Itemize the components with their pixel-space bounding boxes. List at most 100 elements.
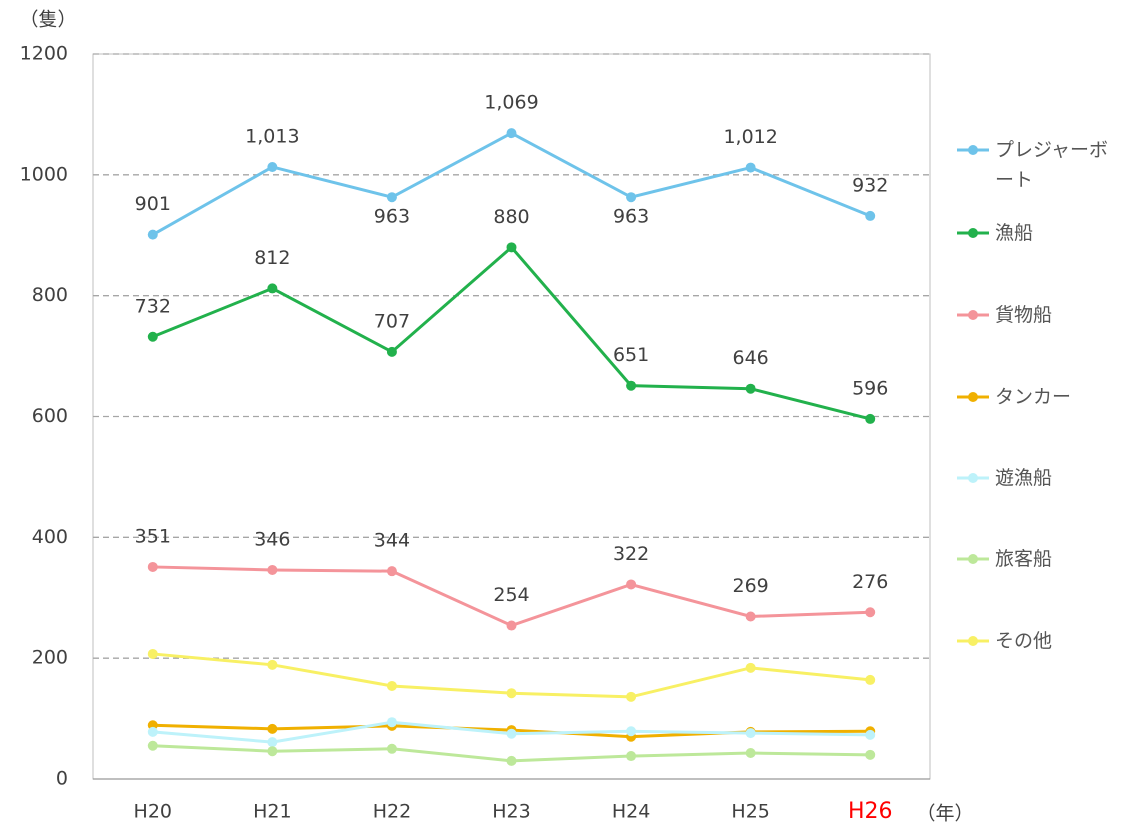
data-label: 322 <box>613 543 649 565</box>
data-point <box>865 607 876 618</box>
data-label: 351 <box>135 525 171 547</box>
legend-key <box>957 228 989 238</box>
data-point <box>147 740 158 751</box>
data-point <box>386 566 397 577</box>
legend-dot <box>968 636 978 646</box>
legend-dot <box>968 310 978 320</box>
data-label: 812 <box>254 247 290 269</box>
legend-item: 貨物船 <box>955 300 1126 330</box>
data-label: 254 <box>493 584 529 606</box>
x-tick-label: H21 <box>253 801 291 823</box>
data-point <box>865 210 876 221</box>
legend-key <box>957 145 989 155</box>
y-tick-label: 1200 <box>20 43 68 65</box>
legend-item: 旅客船 <box>955 544 1126 574</box>
data-label: 732 <box>135 295 171 317</box>
data-label: 1,012 <box>723 126 777 148</box>
data-label: 1,013 <box>245 125 299 147</box>
legend-label: タンカー <box>995 386 1072 408</box>
data-point <box>267 723 278 734</box>
data-point <box>267 737 278 748</box>
data-point <box>147 726 158 737</box>
data-point <box>506 688 517 699</box>
data-label: 346 <box>254 528 290 550</box>
data-label: 1,069 <box>484 92 538 114</box>
data-point <box>745 748 756 759</box>
data-point <box>506 128 517 139</box>
data-point <box>386 717 397 728</box>
legend-item: プレジャーボート <box>955 135 1126 195</box>
legend-label: 貨物船 <box>995 304 1053 326</box>
data-label: 963 <box>374 206 410 228</box>
legend-label: その他 <box>995 630 1053 652</box>
series-line <box>152 245 871 421</box>
data-point <box>865 674 876 685</box>
data-point <box>386 743 397 754</box>
legend-key <box>957 473 989 483</box>
data-point <box>865 749 876 760</box>
data-point <box>745 611 756 622</box>
legend-dot <box>968 554 978 564</box>
data-label: 269 <box>733 575 769 597</box>
data-point <box>626 579 637 590</box>
data-point <box>267 283 278 294</box>
x-tick-label: H26 <box>848 799 893 824</box>
data-label: 344 <box>374 530 410 552</box>
x-tick-label: H25 <box>731 801 769 823</box>
data-point <box>267 161 278 172</box>
legend-label: 旅客船 <box>995 548 1053 570</box>
data-label: 276 <box>852 571 888 593</box>
data-point <box>386 192 397 203</box>
x-tick-label: H20 <box>134 801 172 823</box>
legend-label: 漁船 <box>995 222 1034 244</box>
data-point <box>626 726 637 737</box>
legend-key <box>957 554 989 564</box>
data-label: 901 <box>135 193 171 215</box>
data-point <box>745 383 756 394</box>
data-label: 707 <box>374 310 410 332</box>
legend-dot <box>968 145 978 155</box>
legend-key <box>957 310 989 320</box>
legend-item: タンカー <box>955 382 1126 412</box>
legend-key <box>957 636 989 646</box>
data-label: 596 <box>852 377 888 399</box>
y-tick-label: 400 <box>32 526 68 548</box>
legend-item: 遊漁船 <box>955 463 1126 493</box>
data-label: 651 <box>613 344 649 366</box>
data-point <box>506 755 517 766</box>
data-label: 880 <box>493 206 529 228</box>
data-point <box>506 728 517 739</box>
data-point <box>745 162 756 173</box>
data-point <box>865 729 876 740</box>
data-point <box>147 648 158 659</box>
x-tick-label: H22 <box>373 801 411 823</box>
legend-key <box>957 392 989 402</box>
legend-item: その他 <box>955 626 1126 656</box>
data-point <box>267 564 278 575</box>
data-point <box>267 659 278 670</box>
data-point <box>865 413 876 424</box>
data-point <box>626 192 637 203</box>
data-point <box>506 242 517 253</box>
legend-label: プレジャーボート <box>995 139 1109 191</box>
y-tick-label: 800 <box>32 284 68 306</box>
y-tick-label: 200 <box>32 647 68 669</box>
y-tick-label: 1000 <box>20 163 68 185</box>
data-point <box>626 751 637 762</box>
data-point <box>267 746 278 757</box>
data-point <box>147 561 158 572</box>
data-point <box>386 680 397 691</box>
data-point <box>506 620 517 631</box>
data-label: 646 <box>733 347 769 369</box>
x-tick-label: H24 <box>612 801 650 823</box>
legend-dot <box>968 228 978 238</box>
x-unit: （年） <box>916 803 973 825</box>
legend-label: 遊漁船 <box>995 467 1053 489</box>
data-label: 963 <box>613 206 649 228</box>
legend-item: 漁船 <box>955 218 1126 248</box>
y-unit: （隻） <box>19 9 76 31</box>
data-point <box>147 229 158 240</box>
data-point <box>626 380 637 391</box>
